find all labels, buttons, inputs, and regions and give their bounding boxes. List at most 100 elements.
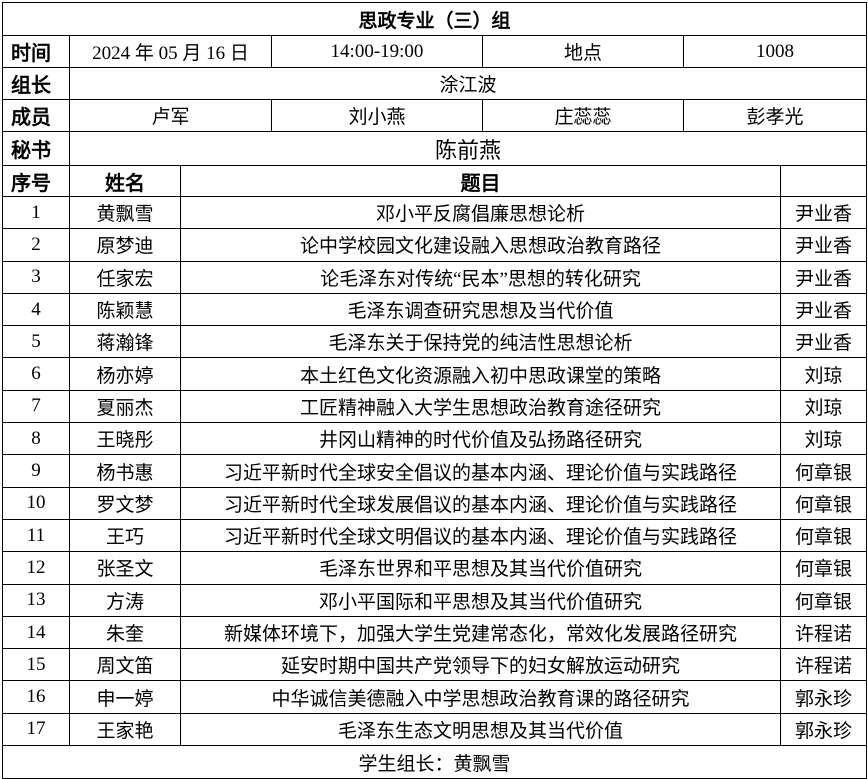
row-seq: 13 bbox=[2, 583, 70, 617]
table-row: 15 周文笛 延安时期中国共产党领导下的妇女解放运动研究 许程诺 bbox=[2, 648, 867, 682]
row-seq: 15 bbox=[2, 648, 70, 682]
table-row: 12 张圣文 毛泽东世界和平思想及其当代价值研究 何章银 bbox=[2, 551, 867, 585]
row-seq: 17 bbox=[2, 712, 70, 747]
table-row: 11 王巧 习近平新时代全球文明倡议的基本内涵、理论价值与实践路径 何章银 bbox=[2, 518, 867, 553]
advisor-name: 尹业香 bbox=[780, 325, 867, 359]
row-seq: 2 bbox=[2, 228, 70, 262]
header-seq: 序号 bbox=[2, 165, 70, 197]
thesis-topic: 习近平新时代全球发展倡议的基本内涵、理论价值与实践路径 bbox=[180, 486, 781, 520]
student-name: 陈颖慧 bbox=[69, 292, 181, 327]
row-seq: 14 bbox=[2, 615, 70, 650]
advisor-name: 刘琼 bbox=[780, 389, 867, 424]
table-row: 6 杨亦婷 本土红色文化资源融入初中思政课堂的策略 刘琼 bbox=[2, 357, 867, 391]
thesis-topic: 邓小平反腐倡廉思想论析 bbox=[180, 195, 781, 230]
table-row: 17 王家艳 毛泽东生态文明思想及其当代价值 郭永珍 bbox=[2, 712, 867, 747]
table-row: 7 夏丽杰 工匠精神融入大学生思想政治教育途径研究 刘琼 bbox=[2, 389, 867, 424]
row-seq: 11 bbox=[2, 518, 70, 553]
advisor-name: 尹业香 bbox=[780, 195, 867, 230]
secretary-value: 陈前燕 bbox=[69, 131, 867, 166]
student-name: 王晓彤 bbox=[69, 422, 181, 456]
member: 卢军 bbox=[69, 99, 272, 132]
member: 刘小燕 bbox=[271, 99, 483, 132]
table-row: 2 原梦迪 论中学校园文化建设融入思想政治教育路径 尹业香 bbox=[2, 228, 867, 262]
row-seq: 10 bbox=[2, 486, 70, 520]
row-seq: 8 bbox=[2, 422, 70, 456]
row-seq: 6 bbox=[2, 357, 70, 391]
thesis-topic: 论毛泽东对传统“民本”思想的转化研究 bbox=[180, 260, 781, 294]
row-seq: 12 bbox=[2, 551, 70, 585]
advisor-name: 何章银 bbox=[780, 486, 867, 520]
advisor-name: 刘琼 bbox=[780, 357, 867, 391]
student-name: 罗文梦 bbox=[69, 486, 181, 520]
row-seq: 9 bbox=[2, 454, 70, 488]
student-name: 王巧 bbox=[69, 518, 181, 553]
advisor-name: 郭永珍 bbox=[780, 680, 867, 714]
student-name: 原梦迪 bbox=[69, 228, 181, 262]
student-name: 任家宏 bbox=[69, 260, 181, 294]
student-name: 杨亦婷 bbox=[69, 357, 181, 391]
thesis-topic: 毛泽东世界和平思想及其当代价值研究 bbox=[180, 551, 781, 585]
thesis-topic: 中华诚信美德融入中学思想政治教育课的路径研究 bbox=[180, 680, 781, 714]
table-row: 10 罗文梦 习近平新时代全球发展倡议的基本内涵、理论价值与实践路径 何章银 bbox=[2, 486, 867, 520]
location-label: 地点 bbox=[482, 35, 684, 68]
advisor-name: 刘琼 bbox=[780, 422, 867, 456]
table-row: 8 王晓彤 井冈山精神的时代价值及弘扬路径研究 刘琼 bbox=[2, 422, 867, 456]
table-row: 4 陈颖慧 毛泽东调查研究思想及当代价值 尹业香 bbox=[2, 292, 867, 327]
advisor-name: 尹业香 bbox=[780, 228, 867, 262]
thesis-topic: 毛泽东调查研究思想及当代价值 bbox=[180, 292, 781, 327]
header-topic: 题目 bbox=[180, 165, 781, 197]
thesis-topic: 新媒体环境下，加强大学生党建常态化，常效化发展路径研究 bbox=[180, 615, 781, 650]
table-row: 5 蒋瀚锋 毛泽东关于保持党的纯洁性思想论析 尹业香 bbox=[2, 325, 867, 359]
table-row: 16 申一婷 中华诚信美德融入中学思想政治教育课的路径研究 郭永珍 bbox=[2, 680, 867, 714]
leader-label: 组长 bbox=[2, 67, 70, 100]
table-row: 13 方涛 邓小平国际和平思想及其当代价值研究 何章银 bbox=[2, 583, 867, 617]
advisor-name: 郭永珍 bbox=[780, 712, 867, 747]
advisor-name: 尹业香 bbox=[780, 292, 867, 327]
thesis-topic: 毛泽东关于保持党的纯洁性思想论析 bbox=[180, 325, 781, 359]
table-row: 14 朱奎 新媒体环境下，加强大学生党建常态化，常效化发展路径研究 许程诺 bbox=[2, 615, 867, 650]
student-name: 张圣文 bbox=[69, 551, 181, 585]
members-label: 成员 bbox=[2, 99, 70, 132]
date-value: 2024 年 05 月 16 日 bbox=[69, 35, 272, 68]
header-name: 姓名 bbox=[69, 165, 181, 197]
thesis-topic: 延安时期中国共产党领导下的妇女解放运动研究 bbox=[180, 648, 781, 682]
thesis-topic: 工匠精神融入大学生思想政治教育途径研究 bbox=[180, 389, 781, 424]
advisor-name: 许程诺 bbox=[780, 648, 867, 682]
student-name: 黄飘雪 bbox=[69, 195, 181, 230]
thesis-topic: 邓小平国际和平思想及其当代价值研究 bbox=[180, 583, 781, 617]
thesis-topic: 井冈山精神的时代价值及弘扬路径研究 bbox=[180, 422, 781, 456]
thesis-topic: 本土红色文化资源融入初中思政课堂的策略 bbox=[180, 357, 781, 391]
advisor-name: 何章银 bbox=[780, 454, 867, 488]
secretary-label: 秘书 bbox=[2, 131, 70, 166]
thesis-topic: 论中学校园文化建设融入思想政治教育路径 bbox=[180, 228, 781, 262]
student-name: 蒋瀚锋 bbox=[69, 325, 181, 359]
row-seq: 4 bbox=[2, 292, 70, 327]
student-name: 夏丽杰 bbox=[69, 389, 181, 424]
student-name: 申一婷 bbox=[69, 680, 181, 714]
leader-value: 涂江波 bbox=[69, 67, 867, 100]
row-seq: 1 bbox=[2, 195, 70, 230]
thesis-topic: 习近平新时代全球安全倡议的基本内涵、理论价值与实践路径 bbox=[180, 454, 781, 488]
row-seq: 3 bbox=[2, 260, 70, 294]
member: 庄蕊蕊 bbox=[482, 99, 684, 132]
student-leader: 学生组长：黄飘雪 bbox=[2, 745, 867, 779]
location-value: 1008 bbox=[683, 35, 867, 68]
row-seq: 5 bbox=[2, 325, 70, 359]
member: 彭孝光 bbox=[683, 99, 867, 132]
advisor-name: 许程诺 bbox=[780, 615, 867, 650]
student-name: 周文笛 bbox=[69, 648, 181, 682]
thesis-topic: 习近平新时代全球文明倡议的基本内涵、理论价值与实践路径 bbox=[180, 518, 781, 553]
thesis-topic: 毛泽东生态文明思想及其当代价值 bbox=[180, 712, 781, 747]
student-name: 杨书惠 bbox=[69, 454, 181, 488]
student-name: 方涛 bbox=[69, 583, 181, 617]
student-name: 朱奎 bbox=[69, 615, 181, 650]
advisor-name: 何章银 bbox=[780, 551, 867, 585]
advisor-name: 何章银 bbox=[780, 583, 867, 617]
row-seq: 7 bbox=[2, 389, 70, 424]
advisor-name: 尹业香 bbox=[780, 260, 867, 294]
student-name: 王家艳 bbox=[69, 712, 181, 747]
time-label: 时间 bbox=[2, 35, 70, 68]
table-row: 9 杨书惠 习近平新时代全球安全倡议的基本内涵、理论价值与实践路径 何章银 bbox=[2, 454, 867, 488]
header-advisor bbox=[780, 165, 867, 197]
